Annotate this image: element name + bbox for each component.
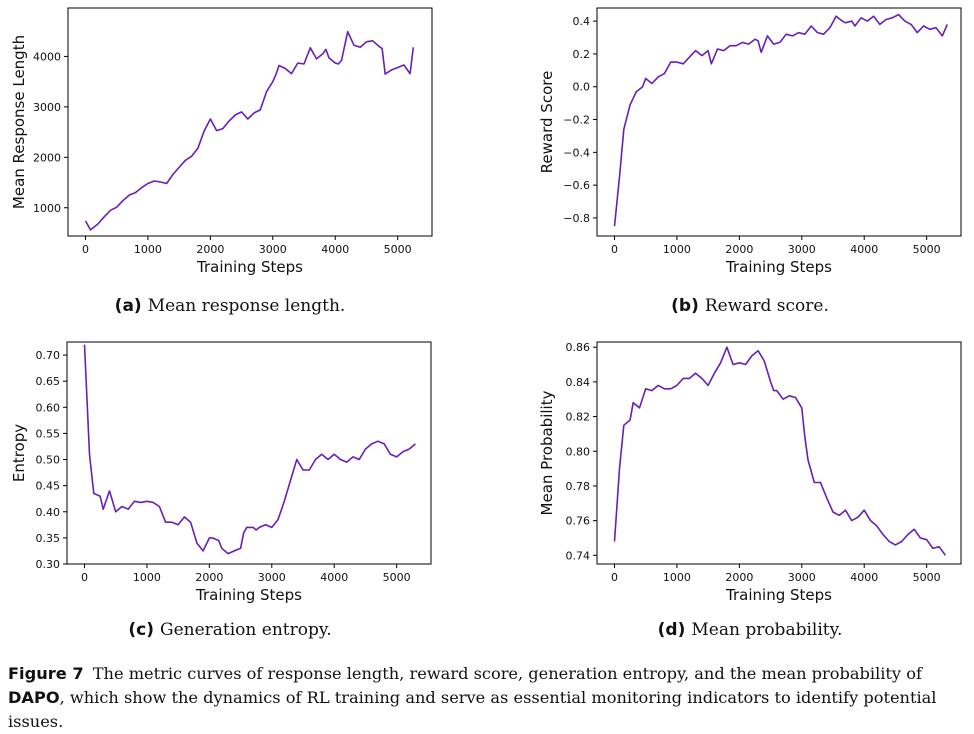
- y-tick-label: 0.60: [36, 401, 61, 414]
- y-tick-label: −0.4: [563, 146, 590, 159]
- y-tick-label: 0.82: [566, 411, 591, 424]
- x-axis-label: Training Steps: [195, 586, 302, 604]
- y-tick-label: 0.86: [566, 341, 591, 354]
- x-tick-label: 3000: [788, 571, 816, 584]
- y-tick-label: 0.70: [36, 349, 61, 362]
- x-axis-label: Training Steps: [725, 586, 832, 604]
- y-tick-label: 0.0: [573, 81, 591, 94]
- y-tick-label: 0.76: [566, 515, 591, 528]
- x-tick-label: 2000: [195, 571, 223, 584]
- subcaption-c-tag: (c): [128, 620, 154, 640]
- chart-response-length: 0 1000 2000 3000 4000 5000 1000 2000 3000 4000 Tra…: [0, 0, 460, 285]
- chart-response-length-svg: 0 1000 2000 3000 4000 5000 1000 2000 3000 4000 Tra…: [10, 7, 433, 276]
- y-tick-label: 0.50: [36, 454, 61, 467]
- x-tick-label: 0: [82, 243, 89, 256]
- y-tick-label: 0.84: [566, 376, 591, 389]
- series-line: [83, 344, 416, 555]
- y-tick-label: 2000: [33, 151, 61, 164]
- y-tick-label: 1000: [33, 202, 61, 215]
- y-tick-label: 0.55: [36, 427, 61, 440]
- series-line: [84, 30, 415, 231]
- chart-reward-score-svg: 0 1000 2000 3000 4000 5000 −0.8 −0.6 −0.4 −0.2 0.0…: [538, 7, 962, 276]
- x-tick-label: 1000: [134, 243, 162, 256]
- y-tick-label: −0.8: [563, 212, 590, 225]
- x-tick-label: 2000: [196, 243, 224, 256]
- subcaption-a: (a) Mean response length.: [0, 296, 460, 316]
- y-tick-label: 0.80: [566, 445, 591, 458]
- x-tick-label: 3000: [259, 243, 287, 256]
- subcaption-d-tag: (d): [657, 620, 686, 640]
- subcaption-b: (b) Reward score.: [520, 296, 974, 316]
- y-tick-label: 0.78: [566, 480, 591, 493]
- x-tick-label: 2000: [725, 571, 753, 584]
- x-tick-label: 5000: [913, 243, 941, 256]
- subcaption-c-text: Generation entropy.: [160, 620, 332, 640]
- x-axis-label: Training Steps: [196, 258, 303, 276]
- x-tick-label: 0: [81, 571, 88, 584]
- x-tick-label: 2000: [725, 243, 753, 256]
- figure-caption-text-before: The metric curves of response length, re…: [92, 664, 922, 683]
- x-tick-label: 4000: [850, 243, 878, 256]
- plot-frame: [66, 341, 432, 565]
- chart-entropy-svg: 0 1000 2000 3000 4000 5000 0.30 0.35 0.40 0.45 0.5…: [10, 341, 432, 604]
- y-tick-label: 0.40: [36, 506, 61, 519]
- x-tick-label: 1000: [133, 571, 161, 584]
- x-tick-label: 5000: [913, 571, 941, 584]
- subcaption-d-text: Mean probability.: [691, 620, 843, 640]
- chart-mean-probability-svg: 0 1000 2000 3000 4000 5000 0.74 0.76 0.78 0.80 0.8…: [538, 341, 962, 604]
- x-tick-label: 0: [611, 571, 618, 584]
- subcaption-d: (d) Mean probability.: [520, 620, 974, 640]
- x-tick-label: 4000: [320, 571, 348, 584]
- subcaption-b-text: Reward score.: [704, 296, 829, 316]
- x-axis-label: Training Steps: [725, 258, 832, 276]
- x-tick-label: 3000: [258, 571, 286, 584]
- subcaption-b-tag: (b): [671, 296, 699, 316]
- y-axis-label: Reward Score: [538, 71, 556, 174]
- subcaption-c: (c) Generation entropy.: [0, 620, 460, 640]
- x-tick-label: 0: [611, 243, 618, 256]
- plot-frame: [596, 341, 962, 565]
- y-tick-label: 0.2: [573, 48, 591, 61]
- chart-mean-probability: 0 1000 2000 3000 4000 5000 0.74 0.76 0.78 0.80 0.8…: [530, 330, 970, 605]
- figure-caption: Figure 7 The metric curves of response l…: [8, 662, 968, 734]
- plot-frame: [67, 7, 433, 237]
- x-tick-label: 5000: [383, 571, 411, 584]
- x-tick-label: 4000: [321, 243, 349, 256]
- y-tick-label: 0.45: [36, 480, 61, 493]
- x-tick-label: 1000: [663, 243, 691, 256]
- y-axis-label: Entropy: [10, 424, 28, 482]
- chart-entropy: 0 1000 2000 3000 4000 5000 0.30 0.35 0.40 0.45 0.5…: [0, 330, 460, 605]
- y-tick-label: 0.30: [36, 558, 61, 571]
- x-tick-label: 1000: [663, 571, 691, 584]
- x-tick-label: 4000: [850, 571, 878, 584]
- y-tick-label: −0.2: [563, 114, 590, 127]
- figure-caption-label: Figure 7: [8, 664, 84, 683]
- subcaption-a-text: Mean response length.: [147, 296, 346, 316]
- y-tick-label: 0.35: [36, 532, 61, 545]
- y-tick-label: 0.4: [573, 15, 591, 28]
- figure-caption-bold: DAPO: [8, 688, 60, 707]
- x-tick-label: 3000: [788, 243, 816, 256]
- series-line: [613, 13, 949, 227]
- x-tick-label: 5000: [384, 243, 412, 256]
- y-axis-label: Mean Response Length: [10, 35, 28, 209]
- y-axis-label: Mean Probability: [538, 390, 556, 515]
- y-tick-label: −0.6: [563, 179, 590, 192]
- y-tick-label: 0.65: [36, 375, 61, 388]
- series-line: [613, 346, 947, 556]
- y-tick-label: 4000: [33, 50, 61, 63]
- chart-reward-score: 0 1000 2000 3000 4000 5000 −0.8 −0.6 −0.4 −0.2 0.0…: [530, 0, 970, 285]
- subcaption-a-tag: (a): [114, 296, 142, 316]
- y-tick-label: 0.74: [566, 549, 591, 562]
- y-tick-label: 3000: [33, 101, 61, 114]
- plot-frame: [596, 7, 962, 237]
